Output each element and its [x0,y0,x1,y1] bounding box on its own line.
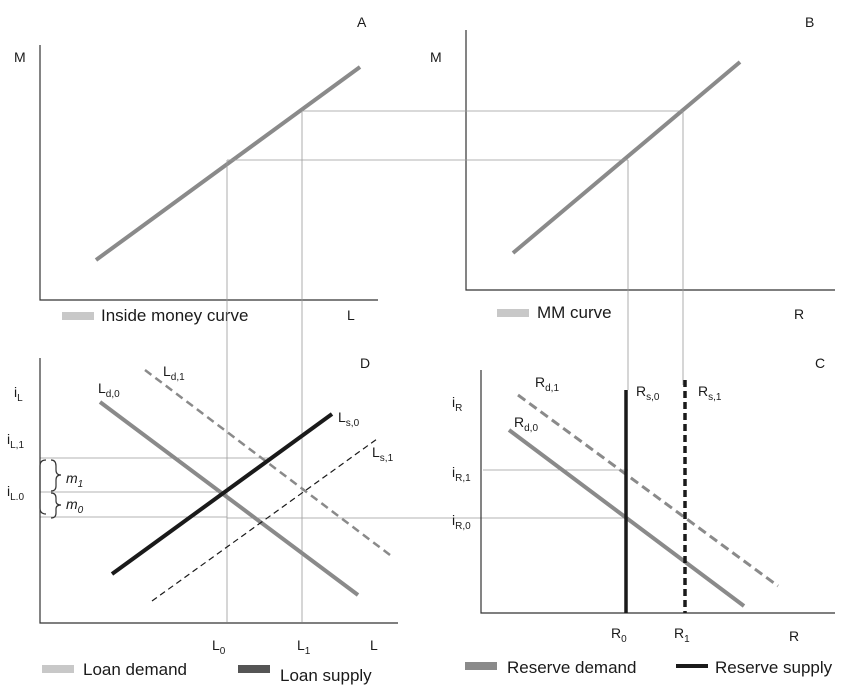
loan-demand-legend-label: Loan demand [83,660,187,679]
rd0-label: Rd,0 [514,414,538,434]
guide-lines [40,110,684,622]
reserve-demand-legend-swatch [465,662,497,670]
mm-curve [511,60,742,255]
panel-a-letter: A [357,14,367,30]
ld0-label: Ld,0 [98,380,120,400]
panel-c: C Rd,1 Rd,0 Rs,0 Rs,1 iR iR,1 iR,0 R0 R1… [452,355,835,677]
panel-c-x-axis-label: R [789,628,799,644]
panel-c-letter: C [815,355,825,371]
rd1-label: Rd,1 [535,374,559,394]
panel-d: D Ld,0 Ld,1 Ls,0 Ls,1 iL iL,1 iL.0 m1 m0… [7,355,398,685]
ld1-label: Ld,1 [163,363,185,383]
panel-a: A M L Inside money curve [14,14,378,325]
loan-demand-legend-swatch [42,665,74,673]
ls0-label: Ls,0 [338,409,360,429]
panel-d-x-axis-label: L [370,637,378,653]
rs1-label: Rs,1 [698,383,722,403]
reserve-demand-legend-label: Reserve demand [507,658,636,677]
panel-d-axes [39,358,398,624]
panel-d-letter: D [360,355,370,371]
inside-money-legend-swatch [62,312,94,320]
r1-tick-label: R1 [674,625,690,645]
inside-money-legend-label: Inside money curve [101,306,248,325]
panel-a-axes [39,45,378,301]
r0-tick-label: R0 [611,625,627,645]
ir-axis-label: iR [452,394,462,414]
m1-label: m1 [66,470,83,490]
inside-money-curve [94,65,362,262]
loan-supply-ls1 [151,438,378,602]
mm-curve-legend-swatch [497,309,529,317]
loan-supply-legend-label: Loan supply [280,666,372,685]
l0-tick-label: L0 [212,637,226,657]
ls1-label: Ls,1 [372,444,394,464]
il0-tick-label: iL.0 [7,483,24,503]
reserve-demand-rd1 [517,393,779,588]
mm-curve-legend-label: MM curve [537,303,612,322]
il1-tick-label: iL,1 [7,431,24,451]
loan-supply-legend-swatch [238,665,270,673]
m1-brace [50,459,62,492]
il-axis-label: iL [14,384,23,404]
panel-a-x-axis-label: L [347,307,355,323]
l1-tick-label: L1 [297,637,311,657]
panel-b-x-axis-label: R [794,306,804,322]
ir1-tick-label: iR,1 [452,464,471,484]
m0-brace [50,492,62,519]
panel-b-letter: B [805,14,814,30]
panel-a-y-axis-label: M [14,49,26,65]
panel-b: B M R MM curve [430,14,835,322]
m0-label: m0 [66,496,84,516]
ir0-tick-label: iR,0 [452,512,471,532]
panel-c-axes [480,370,835,614]
reserve-supply-legend-label: Reserve supply [715,658,833,677]
loan-demand-ld0 [98,400,360,597]
loan-supply-ls0 [110,412,334,576]
rs0-label: Rs,0 [636,383,660,403]
panel-b-axes [465,30,835,291]
outer-margin-bracket [39,459,47,515]
reserve-supply-legend-swatch [676,664,708,668]
panel-b-y-axis-label: M [430,49,442,65]
